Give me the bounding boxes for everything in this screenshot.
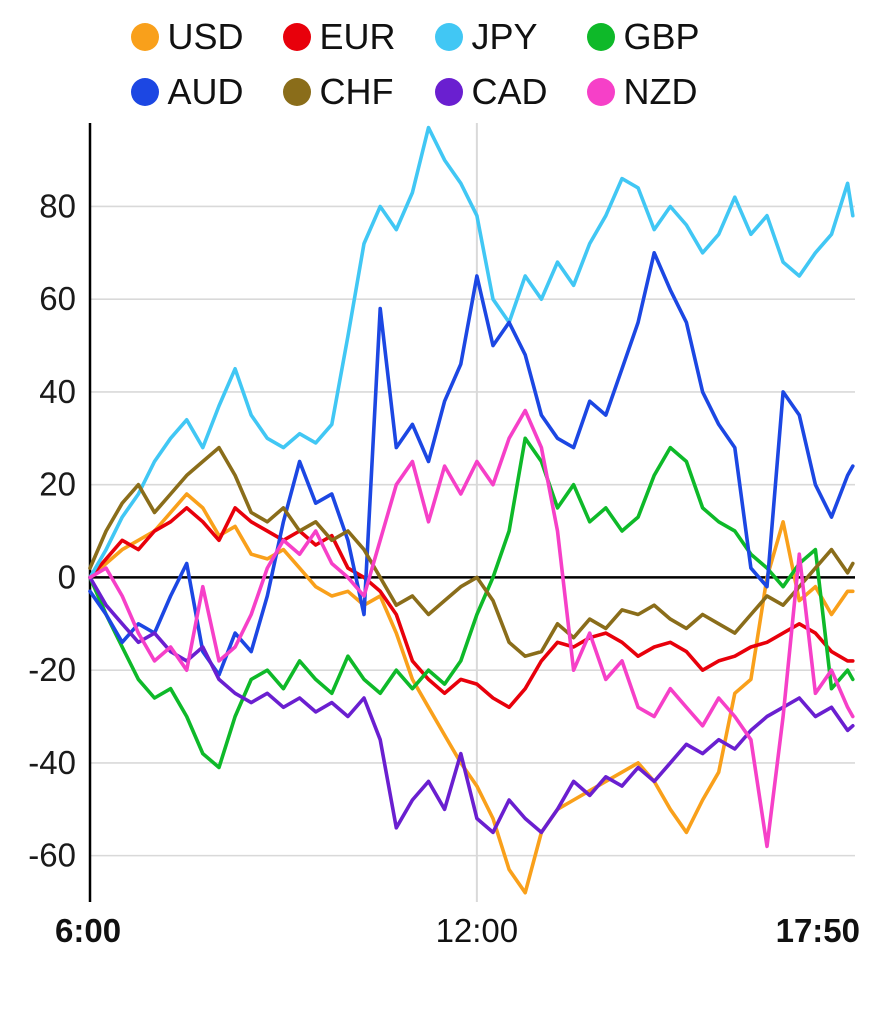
legend-item-eur[interactable]: EUR: [282, 14, 435, 59]
legend-color-dot-jpy: [434, 22, 463, 51]
legend-item-gbp[interactable]: GBP: [586, 14, 739, 59]
x-tick-label-1200: 12:00: [436, 912, 519, 949]
legend: USD EUR JPY GBP AUD CHF CAD NZD: [0, 14, 869, 114]
legend-label-chf: CHF: [319, 71, 394, 112]
legend-color-dot-nzd: [586, 77, 615, 106]
y-tick-label: 60: [39, 280, 76, 317]
legend-color-dot-chf: [282, 77, 311, 106]
y-tick-label: 80: [39, 187, 76, 224]
legend-label-usd: USD: [167, 16, 244, 57]
legend-label-aud: AUD: [167, 71, 244, 112]
legend-item-jpy[interactable]: JPY: [434, 14, 587, 59]
legend-item-usd[interactable]: USD: [130, 14, 283, 59]
y-tick-label: -40: [28, 744, 76, 781]
legend-item-nzd[interactable]: NZD: [586, 69, 739, 114]
legend-color-dot-eur: [282, 22, 311, 51]
legend-color-dot-cad: [434, 77, 463, 106]
legend-label-jpy: JPY: [471, 16, 538, 57]
legend-item-aud[interactable]: AUD: [130, 69, 283, 114]
y-tick-label: 20: [39, 466, 76, 503]
series-line-eur: [88, 506, 855, 710]
y-tick-label: -20: [28, 651, 76, 688]
legend-label-nzd: NZD: [623, 71, 698, 112]
legend-label-gbp: GBP: [623, 16, 700, 57]
x-tick-label-600: 6:00: [55, 912, 121, 949]
y-tick-label: 0: [58, 558, 76, 595]
legend-label-eur: EUR: [319, 16, 396, 57]
series-line-chf: [88, 445, 855, 659]
series-line-gbp: [88, 436, 855, 770]
y-tick-label: 40: [39, 373, 76, 410]
series-line-usd: [88, 492, 855, 895]
series-line-nzd: [88, 408, 855, 849]
legend-label-cad: CAD: [471, 71, 548, 112]
x-tick-labels: 6:00 12:00 17:50: [55, 912, 860, 949]
legend-color-dot-usd: [130, 22, 159, 51]
series-line-aud: [88, 251, 855, 677]
x-tick-label-1750: 17:50: [776, 912, 860, 949]
y-tick-label: -60: [28, 837, 76, 874]
series-line-cad: [88, 575, 855, 835]
legend-item-chf[interactable]: CHF: [282, 69, 435, 114]
y-tick-labels: 80 60 40 20 0 -20 -40 -60: [28, 187, 76, 873]
legend-color-dot-aud: [130, 77, 159, 106]
legend-item-cad[interactable]: CAD: [434, 69, 587, 114]
series-lines: [88, 125, 855, 895]
series-line-jpy: [88, 125, 855, 580]
legend-color-dot-gbp: [586, 22, 615, 51]
